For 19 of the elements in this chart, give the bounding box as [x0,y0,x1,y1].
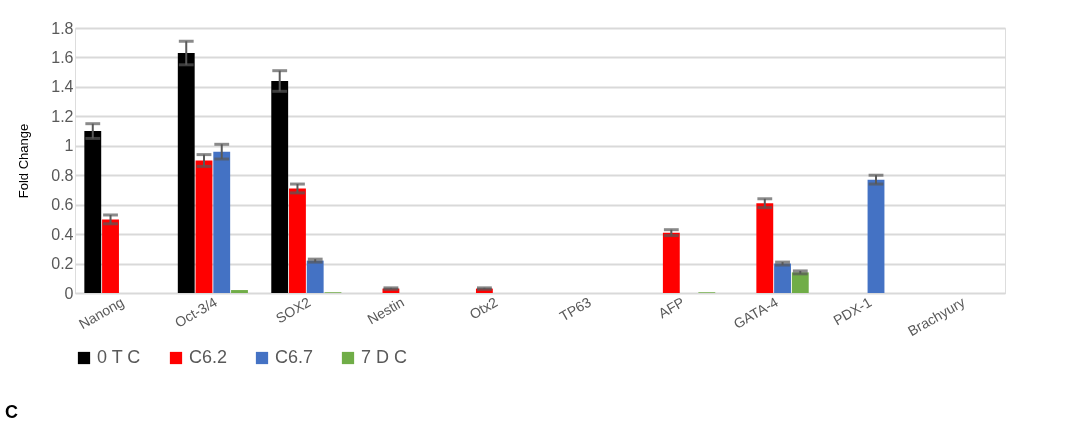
y-tick-label: 1.2 [51,107,74,125]
x-tick-label: Otx2 [466,293,501,323]
text: C [5,402,18,422]
y-tick-label: 1 [64,137,74,155]
y-tick-label: 1.8 [51,19,74,37]
y-tick-label: 1.6 [51,48,74,66]
y-tick-label: 1.4 [51,78,74,96]
y-tick-label: 0.4 [51,225,74,243]
y-tick-label: 0.8 [51,166,74,184]
legend-label: 0 T C [97,347,141,367]
y-tick-label: 0.6 [51,196,74,214]
y-tick-label: 0 [64,284,74,302]
x-tick-label: AFP [655,293,688,322]
legend-label: C6.7 [275,347,314,367]
y-tick-label: 0.2 [51,255,74,273]
legend-label: C6.2 [189,347,228,367]
y-axis-title: Fold Change [16,123,32,199]
x-tick-label: TP63 [556,293,594,325]
legend-label: 7 D C [361,347,408,367]
